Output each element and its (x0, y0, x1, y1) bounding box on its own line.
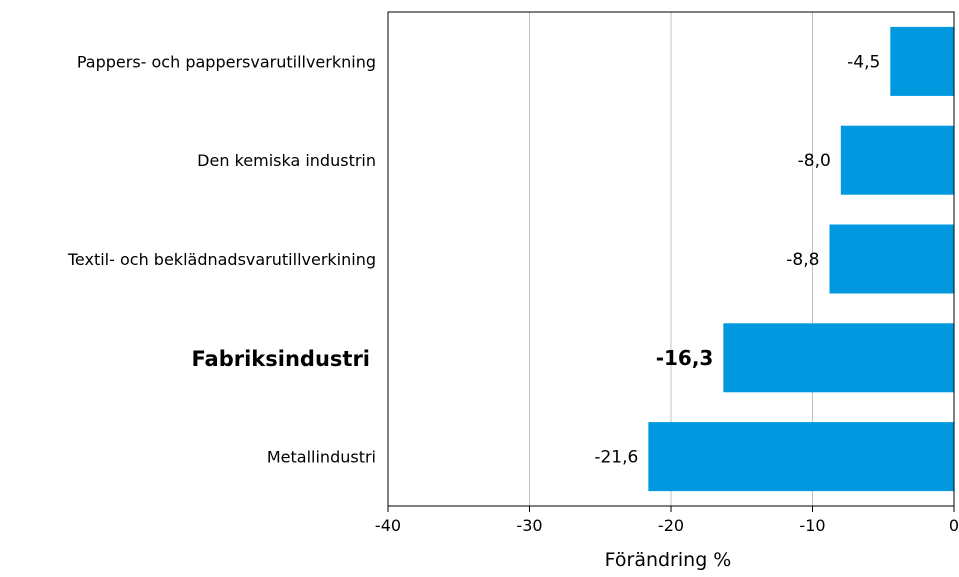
category-label: Pappers- och pappersvarutillverkning (77, 52, 376, 71)
data-label: -8,0 (798, 151, 831, 171)
x-axis-title: Förändring % (605, 549, 732, 571)
category-label: Textil- och beklädnadsvarutillverkining (67, 250, 376, 269)
data-label: -21,6 (594, 448, 638, 468)
bars (648, 26, 954, 492)
bar (829, 224, 954, 294)
data-label: -16,3 (656, 346, 714, 370)
category-label: Fabriksindustri (191, 347, 370, 371)
category-label: Den kemiska industrin (197, 151, 376, 170)
bar (723, 323, 954, 393)
bar (648, 422, 954, 492)
x-tick-label: 0 (949, 516, 959, 535)
bar (840, 125, 954, 195)
x-tick-label: -20 (658, 516, 684, 535)
category-labels: Pappers- och pappersvarutillverkning Den … (67, 52, 376, 466)
bar (890, 26, 954, 96)
x-tick-label: -10 (799, 516, 825, 535)
data-label: -8,8 (786, 250, 819, 270)
x-axis-ticks: -40 -30 -20 -10 0 (375, 506, 959, 535)
x-tick-label: -40 (375, 516, 401, 535)
data-label: -4,5 (847, 52, 880, 72)
category-label: Metallindustri (267, 448, 376, 467)
x-tick-label: -30 (516, 516, 542, 535)
value-labels: -4,5 -8,0 -8,8 -16,3 -21,6 (594, 52, 880, 467)
